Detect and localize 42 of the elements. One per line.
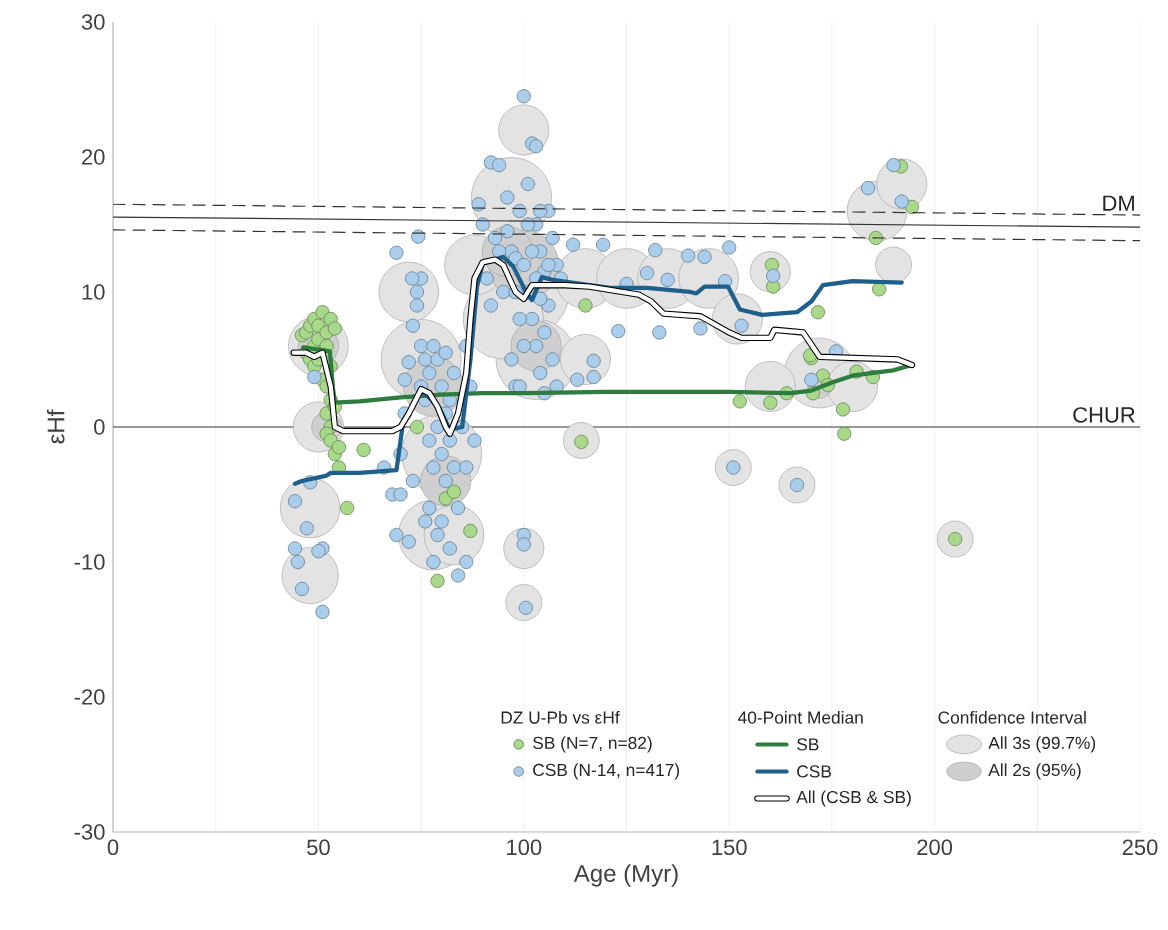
legend-label: All 3s (99.7%): [988, 736, 1096, 753]
x-tick-label: 200: [917, 839, 953, 856]
x-tick-label: 150: [712, 839, 747, 856]
point: [835, 402, 851, 417]
y-axis-title: εHf: [46, 409, 65, 444]
legend-label: CSB (N-14, n=417): [533, 763, 680, 780]
legend-label: All (CSB & SB): [796, 790, 911, 807]
legend-label: All 2s (95%): [988, 763, 1081, 780]
y-tick-label: -30: [74, 824, 105, 840]
annotation: 40-Point Median: [738, 710, 863, 724]
x-tick-label: 50: [307, 839, 330, 856]
legend-label: CSB: [797, 765, 831, 778]
annotation: DM: [1103, 195, 1134, 211]
y-tick-label: 0: [94, 419, 105, 435]
point: [837, 426, 852, 441]
y-tick-label: -10: [74, 554, 105, 570]
annotation: DZ U-Pb vs εHf: [501, 710, 620, 724]
annotation: Confidence Interval: [938, 710, 1086, 724]
y-tick-label: -20: [74, 689, 105, 705]
point: [340, 500, 355, 516]
legend-label: SB: [797, 738, 819, 751]
x-tick-label: 100: [507, 839, 542, 856]
x-axis-title: Age (Myr): [573, 864, 678, 887]
legend-label: SB (N=7, n=82): [533, 736, 652, 753]
point: [430, 573, 445, 588]
y-tick-label: 10: [82, 284, 105, 300]
y-tick-label: 20: [82, 149, 105, 165]
point: [810, 305, 825, 320]
y-tick-label: 30: [81, 14, 105, 30]
point: [872, 282, 887, 297]
point: [578, 298, 593, 313]
ref-line-label: CHUR: [1073, 407, 1135, 423]
point: [327, 321, 342, 336]
point: [409, 419, 425, 435]
point: [356, 442, 371, 457]
point: [463, 523, 478, 538]
x-tick-label: 0: [107, 839, 119, 856]
x-tick-label: 250: [1122, 839, 1158, 856]
point: [732, 394, 747, 409]
point: [331, 440, 347, 455]
point: [446, 484, 462, 499]
point: [763, 395, 778, 410]
